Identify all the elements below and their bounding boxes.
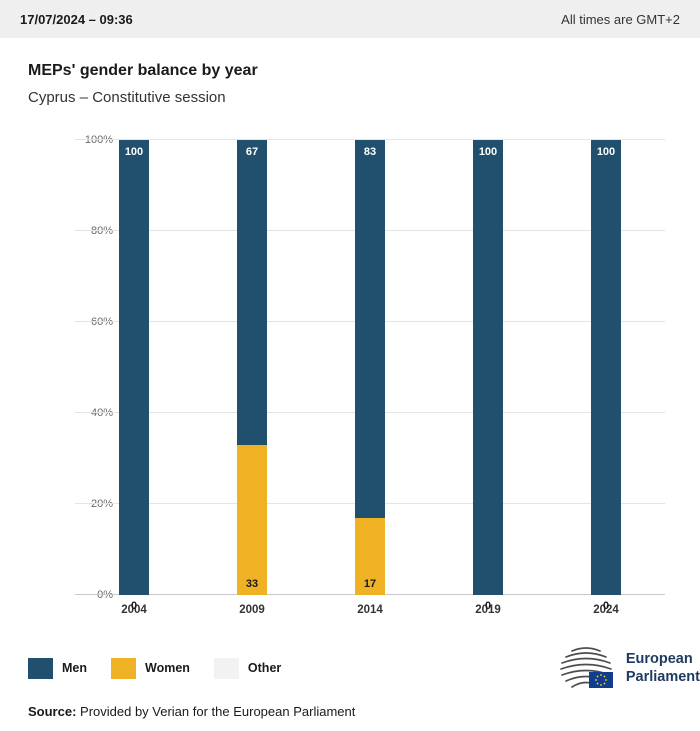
women-value-label: 17	[363, 578, 377, 590]
source-text: Provided by Verian for the European Parl…	[76, 704, 356, 719]
men-value-label: 100	[478, 146, 498, 158]
datetime-label: 17/07/2024 – 09:36	[20, 11, 133, 27]
ep-logo: European Parliament	[555, 646, 700, 690]
page-subtitle: Cyprus – Constitutive session	[28, 89, 226, 106]
gridline	[75, 139, 665, 140]
segment-women	[355, 517, 385, 595]
legend: Men Women Other	[28, 657, 282, 679]
ep-logo-line2: Parliament	[625, 669, 700, 685]
women-value-label: 0	[484, 600, 492, 612]
segment-men	[591, 140, 621, 595]
segment-men	[355, 140, 385, 518]
legend-item-men: Men	[28, 657, 87, 679]
legend-swatch-other	[213, 657, 239, 679]
men-value-label: 67	[245, 146, 259, 158]
ep-hemicycle-icon	[559, 647, 613, 688]
columns: 100 0 67 33 83 17 100 0 100 0	[75, 140, 665, 612]
men-value-label: 100	[124, 146, 144, 158]
y-tick-label: 0%	[97, 589, 113, 601]
men-value-label: 83	[363, 146, 377, 158]
y-axis-labels: 0% 20% 40% 60% 80% 100%	[75, 134, 115, 601]
legend-label: Women	[145, 661, 190, 675]
legend-swatch-women	[111, 657, 136, 679]
x-tick-label: 2024	[593, 604, 619, 616]
footer-row: Men Women Other European Parliament	[0, 646, 700, 690]
bar-column-2014: 83 17	[311, 140, 429, 595]
segment-men	[119, 140, 149, 595]
segment-men	[237, 140, 267, 445]
women-value-label: 33	[245, 578, 259, 590]
eu-flag-icon	[588, 672, 613, 688]
bar-column-2009: 67 33	[193, 140, 311, 595]
main-content: MEPs' gender balance by year Cyprus – Co…	[0, 62, 700, 616]
legend-label: Men	[62, 661, 87, 675]
ep-logo-text: European Parliament	[626, 650, 700, 686]
x-tick-label: 2009	[239, 604, 265, 616]
x-axis-labels: 2004 2009 2014 2019 2024	[75, 604, 665, 616]
legend-swatch-men	[28, 657, 53, 679]
x-tick-label: 2019	[475, 604, 501, 616]
legend-item-women: Women	[111, 657, 190, 679]
y-tick-label: 80%	[90, 225, 113, 237]
y-tick-label: 60%	[90, 316, 113, 328]
bar-column-2024: 100 0	[547, 140, 665, 612]
legend-label: Other	[247, 661, 282, 675]
stacked-bar-2024: 100 0	[591, 140, 621, 612]
segment-men	[473, 140, 503, 595]
page-title: MEPs' gender balance by year	[28, 62, 258, 79]
source-line: Source: Provided by Verian for the Europ…	[0, 704, 700, 719]
x-tick-label: 2004	[121, 604, 147, 616]
y-tick-label: 100%	[84, 134, 113, 146]
bar-column-2004: 100 0	[75, 140, 193, 612]
top-bar: 17/07/2024 – 09:36 All times are GMT+2	[0, 0, 700, 38]
source-label: Source:	[28, 704, 77, 719]
plot-area: 0% 20% 40% 60% 80% 100% 100 0 67 33 83 17 100 0 100 0	[75, 134, 665, 612]
segment-women	[237, 444, 267, 595]
ep-logo-line1: European	[625, 650, 693, 667]
y-tick-label: 40%	[90, 407, 113, 419]
women-value-label: 0	[130, 600, 138, 612]
stacked-bar-2014: 83 17	[355, 140, 385, 595]
y-tick-label: 20%	[90, 498, 113, 510]
men-value-label: 100	[596, 146, 616, 158]
stacked-bar-2009: 67 33	[237, 140, 267, 595]
stacked-bar-2004: 100 0	[119, 140, 149, 612]
timezone-note: All times are GMT+2	[561, 11, 680, 27]
legend-item-other: Other	[213, 657, 282, 679]
x-tick-label: 2014	[357, 604, 383, 616]
bar-column-2019: 100 0	[429, 140, 547, 612]
women-value-label: 0	[602, 600, 610, 612]
gender-balance-chart: 0% 20% 40% 60% 80% 100% 100 0 67 33 83 17 100 0 100 0 …	[28, 134, 672, 616]
stacked-bar-2019: 100 0	[473, 140, 503, 612]
